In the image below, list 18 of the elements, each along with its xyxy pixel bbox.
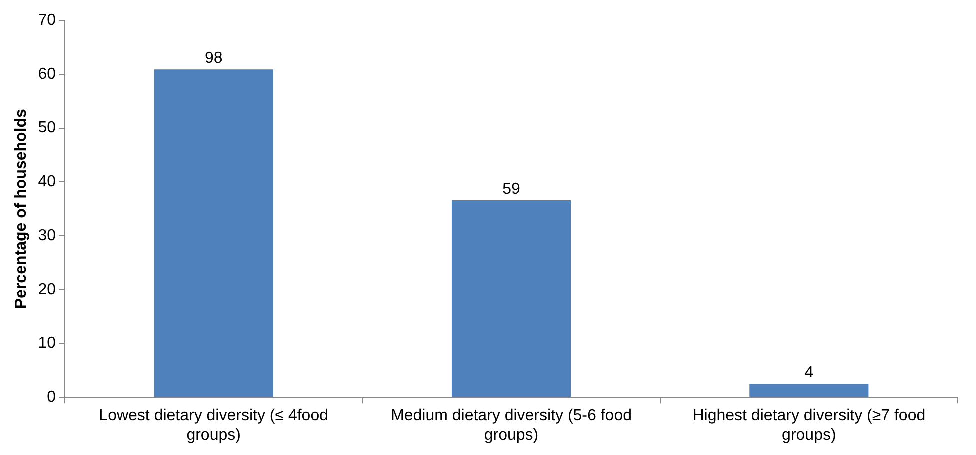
y-tick-label: 40 bbox=[38, 174, 56, 191]
y-tick-label: 70 bbox=[38, 12, 56, 30]
y-tick-label: 20 bbox=[38, 281, 56, 298]
annotation: 59 bbox=[502, 180, 520, 198]
annotation: 4 bbox=[804, 364, 814, 382]
y-tick-label: 30 bbox=[38, 227, 56, 244]
y-axis-title: Percentage of households bbox=[13, 108, 30, 310]
y-tick-label: 60 bbox=[38, 66, 56, 83]
y-tick-label: 10 bbox=[38, 335, 56, 352]
y-tick-label: 0 bbox=[47, 389, 56, 406]
x-tick-label: Lowest dietary diversity (≤ 4food groups) bbox=[99, 408, 328, 444]
x-tick-label: Medium dietary diversity (5-6 food groups) bbox=[391, 408, 632, 444]
x-tick-label: Highest dietary diversity (≥7 food groups) bbox=[692, 408, 926, 444]
bar bbox=[154, 70, 274, 398]
annotation: 98 bbox=[204, 50, 223, 68]
y-tick-label: 50 bbox=[38, 120, 56, 137]
bar bbox=[750, 384, 869, 398]
bar bbox=[452, 200, 572, 398]
